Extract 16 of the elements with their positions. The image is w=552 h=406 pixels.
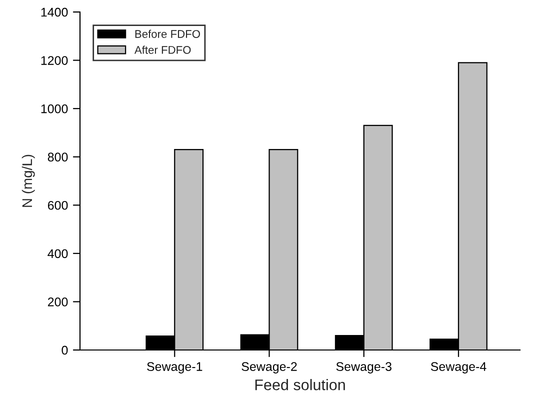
y-tick-label: 400 [48,249,68,258]
y-tick-label: 0 [62,346,68,355]
y-tick-label: 200 [48,298,68,306]
y-axis-title: N (mg/L) [22,154,35,207]
y-tick-label: 1000 [41,104,68,114]
x-tick-label: Sewage-4 [430,362,486,374]
x-tick-label: Sewage-1 [147,362,202,374]
x-axis-title: Feed solution [255,379,345,390]
legend-label: Before FDFO [135,30,200,38]
y-tick-label: 1400 [41,8,68,17]
y-tick-label: 600 [48,200,68,210]
y-tick-label: 800 [48,152,68,162]
legend-label: After FDFO [134,46,191,54]
y-tick-label: 1200 [41,56,68,65]
x-tick-label: Sewage-2 [242,362,297,374]
x-tick-label: Sewage-3 [336,362,392,374]
